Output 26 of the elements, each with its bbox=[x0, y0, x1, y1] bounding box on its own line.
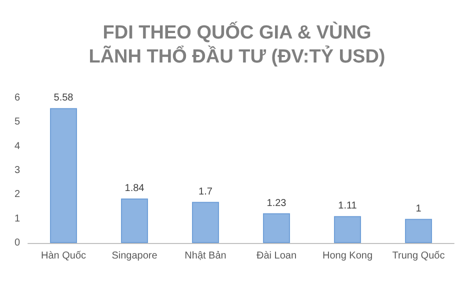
y-tick-label: 2 bbox=[14, 189, 20, 200]
data-label: 5.58 bbox=[54, 92, 74, 104]
bar bbox=[263, 213, 290, 243]
y-tick-label: 0 bbox=[14, 238, 20, 248]
data-label: 1.7 bbox=[198, 186, 213, 198]
bar bbox=[192, 202, 219, 243]
x-tick-label: Singapore bbox=[112, 250, 158, 262]
x-tick-label: Hong Kong bbox=[322, 250, 373, 262]
data-label: 1.84 bbox=[124, 183, 145, 194]
y-tick-label: 5 bbox=[14, 116, 20, 128]
y-tick-label: 4 bbox=[14, 140, 20, 152]
y-tick-label: 6 bbox=[14, 92, 20, 104]
data-label: 1 bbox=[416, 203, 422, 214]
y-tick-label: 3 bbox=[14, 165, 20, 176]
x-tick-label: Trung Quốc bbox=[392, 250, 445, 262]
data-label: 1.11 bbox=[338, 200, 358, 212]
bar bbox=[50, 108, 77, 243]
bar bbox=[405, 218, 432, 243]
data-label: 1.23 bbox=[266, 198, 287, 209]
bar bbox=[334, 216, 361, 243]
y-tick-label: 1 bbox=[14, 213, 20, 224]
x-tick-label: Hàn Quốc bbox=[40, 250, 86, 262]
bar bbox=[121, 198, 148, 243]
x-tick-label: Đài Loan bbox=[256, 250, 297, 262]
chart-title: FDI THEO QUỐC GIA & VÙNG LÃNH THỔ ĐẦU TƯ (ĐV:TỶ USD) bbox=[88, 20, 386, 68]
x-tick-label: Nhật Bản bbox=[184, 250, 226, 262]
